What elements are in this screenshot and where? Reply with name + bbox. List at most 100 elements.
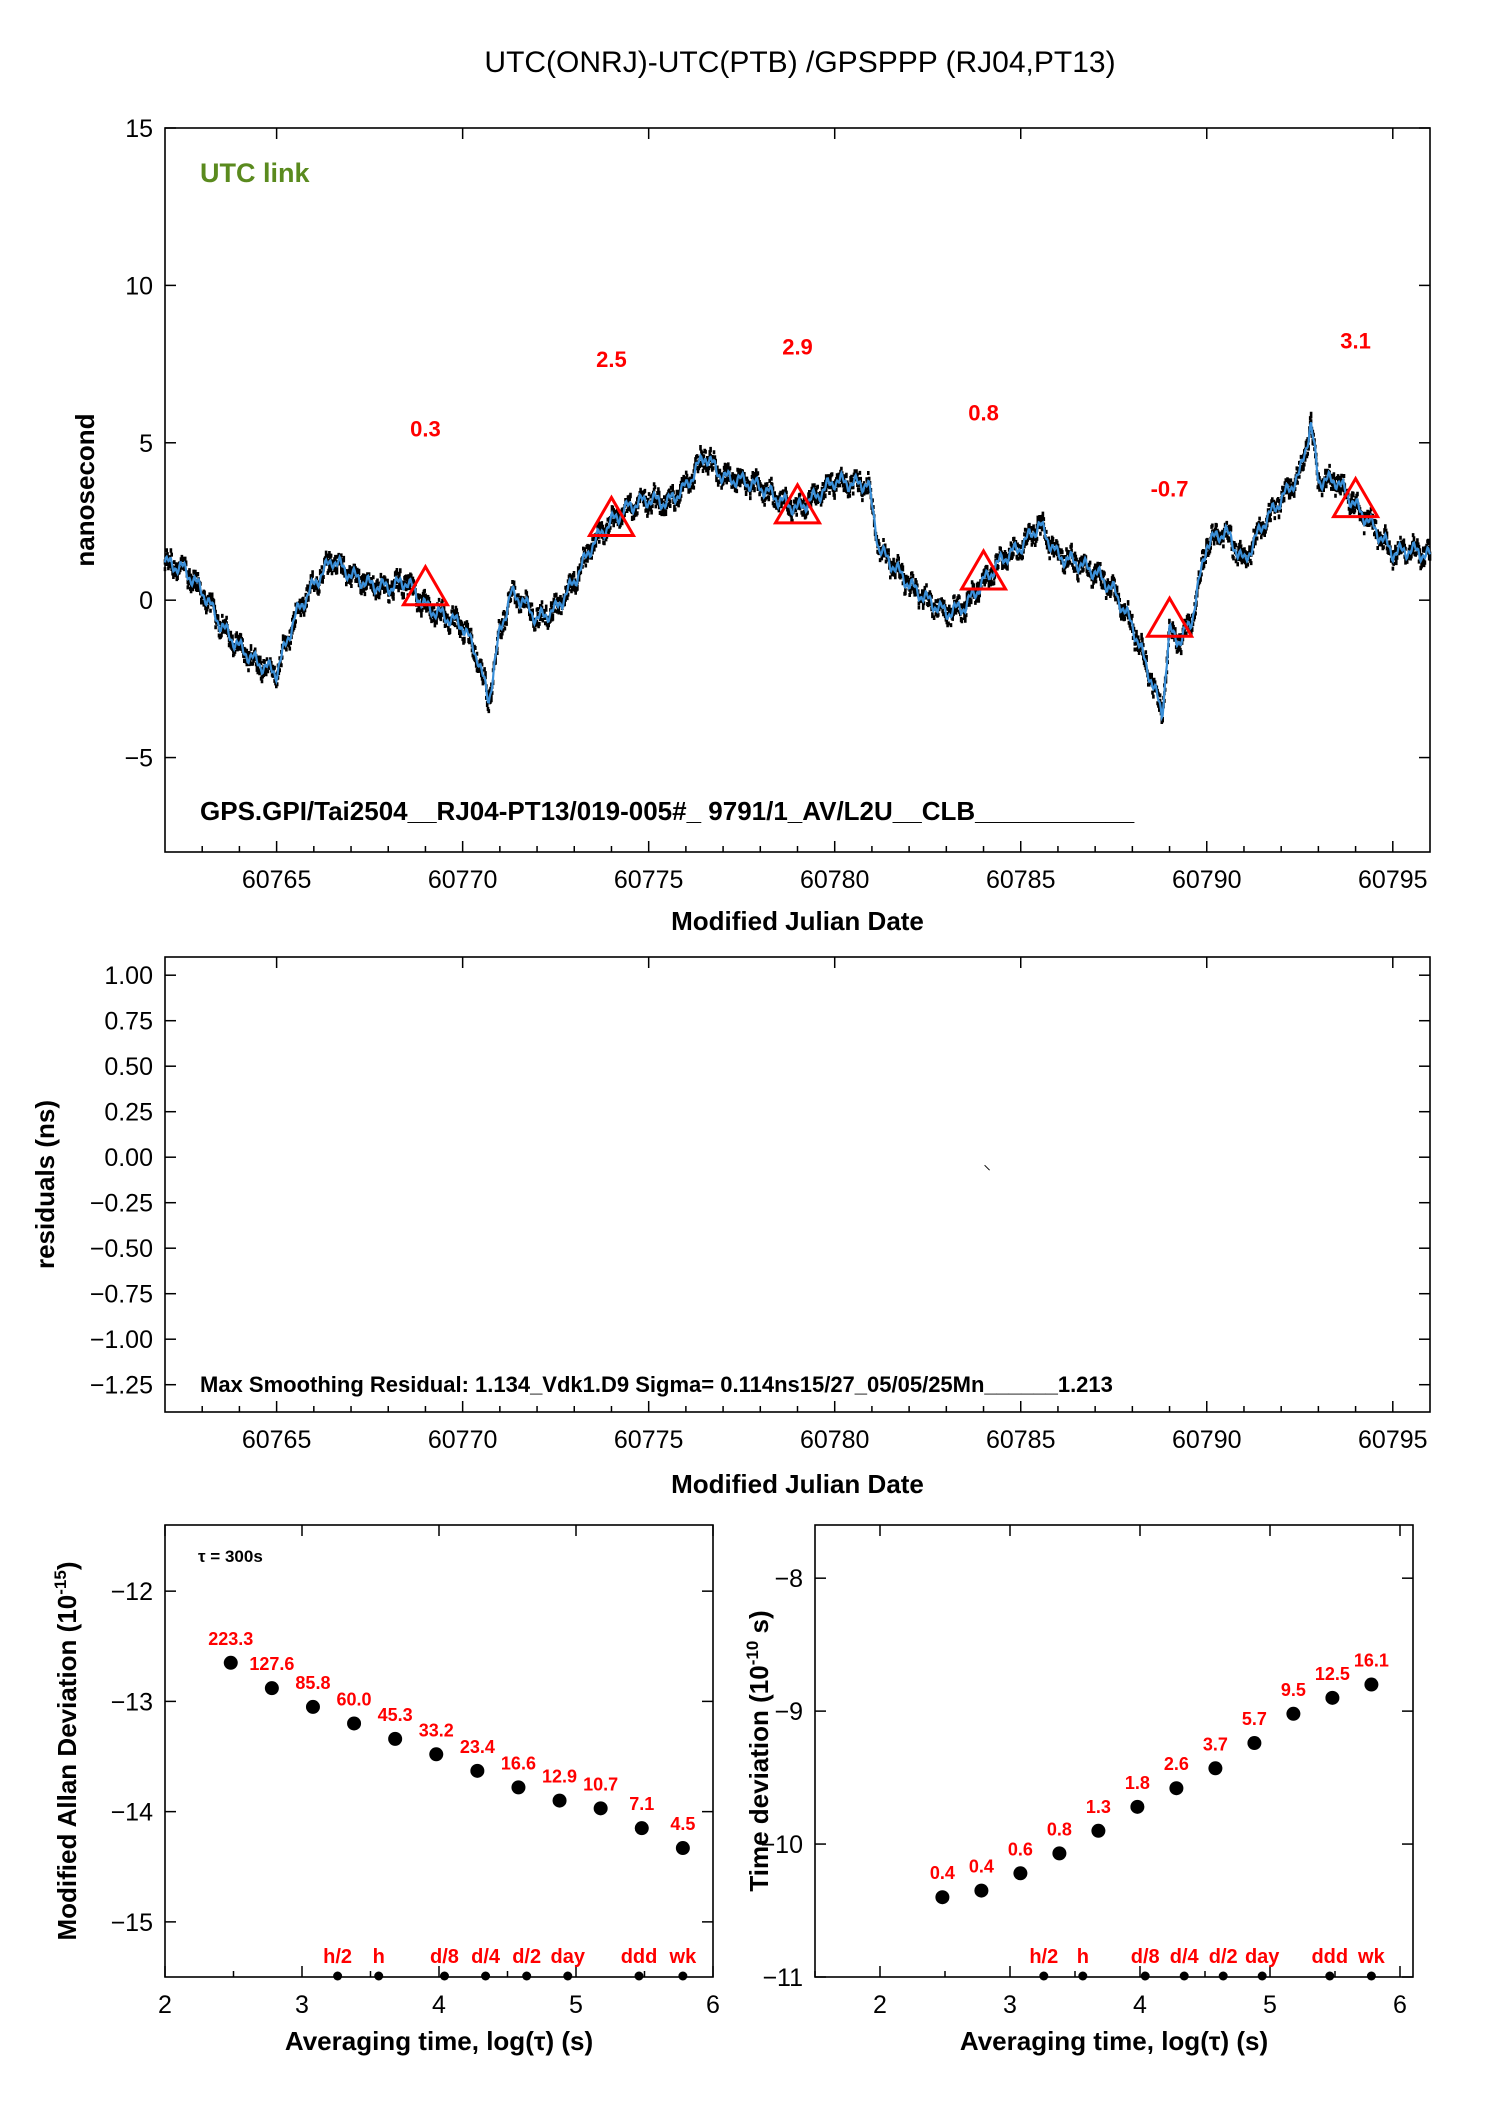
mdev-point-label: 10.7 [583, 1774, 618, 1794]
mdev-period-label: day [551, 1946, 586, 1968]
main-y-tick-label: −5 [124, 745, 153, 773]
tdev-period-marker [1078, 1971, 1088, 1981]
mdev-point [429, 1747, 444, 1762]
tdev-period-label: d/2 [1209, 1946, 1238, 1968]
residuals-y-tick-label: −1.25 [90, 1372, 153, 1400]
tdev-x-axis-label: Averaging time, log(τ) (s) [960, 2026, 1268, 2056]
residuals-x-axis-label: Modified Julian Date [671, 1469, 924, 1499]
main-x-tick-label: 60765 [242, 866, 312, 894]
residuals-annotation: Max Smoothing Residual: 1.134_Vdk1.D9 Si… [200, 1372, 1113, 1397]
mdev-y-tick-label: −15 [111, 1909, 153, 1937]
calibration-label: 2.5 [596, 347, 627, 372]
tdev-point [1052, 1846, 1067, 1861]
calibration-label: 0.3 [410, 416, 441, 441]
tdev-point-label: 5.7 [1242, 1709, 1267, 1729]
mdev-y-axis-label: Modified Allan Deviation (10-15) [51, 1562, 82, 1941]
tdev-period-label: d/8 [1131, 1946, 1160, 1968]
tdev-period-label: wk [1357, 1946, 1386, 1968]
mdev-point [264, 1681, 279, 1696]
utc-link-label: UTC link [200, 158, 310, 188]
mdev-period-label: d/2 [512, 1946, 541, 1968]
mdev-x-tick-label: 5 [569, 1991, 583, 2019]
tdev-point [1325, 1690, 1340, 1705]
main-x-axis-label: Modified Julian Date [671, 906, 924, 936]
mdev-x-tick-label: 2 [158, 1991, 172, 2019]
mdev-x-tick-label: 4 [432, 1991, 446, 2019]
calibration-label: 0.8 [968, 401, 999, 426]
calibration-label: -0.7 [1151, 476, 1189, 501]
mdev-point [593, 1801, 608, 1816]
mdev-point [511, 1780, 526, 1795]
residuals-x-tick-label: 60790 [1172, 1426, 1242, 1454]
tdev-y-tick-label: −11 [762, 1964, 803, 1992]
main-y-tick-label: 10 [125, 272, 153, 300]
residuals-x-tick-label: 60770 [428, 1426, 498, 1454]
mdev-point-label: 16.6 [501, 1753, 536, 1773]
tdev-frame [814, 1524, 1414, 1978]
mdev-point-label: 85.8 [295, 1673, 330, 1693]
residuals-y-tick-label: 0.25 [104, 1099, 153, 1127]
calibration-label: 2.9 [782, 335, 813, 360]
calibration-label: 3.1 [1340, 328, 1371, 353]
main-plot: UTC link nanosecond Modified Julian Date… [70, 115, 1432, 936]
tdev-point-label: 0.4 [969, 1857, 994, 1877]
residuals-y-tick-label: −0.75 [90, 1281, 153, 1309]
tdev-y-tick-label: −9 [774, 1698, 803, 1726]
tdev-period-marker [1179, 1971, 1189, 1981]
tdev-period-marker [1218, 1971, 1228, 1981]
tdev-period-label: h/2 [1029, 1946, 1058, 1968]
main-smoothed-line [163, 421, 1432, 722]
tdev-point-label: 9.5 [1281, 1680, 1306, 1700]
main-y-tick-label: 15 [125, 115, 153, 143]
residuals-x-tick-label: 60765 [242, 1426, 312, 1454]
mdev-period-marker [439, 1971, 449, 1981]
residuals-y-tick-label: 0.00 [104, 1144, 153, 1172]
tdev-period-label: day [1245, 1946, 1280, 1968]
mdev-period-marker [563, 1971, 573, 1981]
mdev-period-label: wk [669, 1946, 698, 1968]
mdev-point [470, 1763, 485, 1778]
mdev-y-tick-label: −13 [111, 1688, 153, 1716]
mdev-period-marker [678, 1971, 688, 1981]
tdev-period-marker [1366, 1971, 1376, 1981]
mdev-point-label: 60.0 [337, 1689, 372, 1709]
mdev-period-label: h [373, 1946, 385, 1968]
tdev-point [1013, 1866, 1028, 1881]
residuals-y-axis-label: residuals (ns) [30, 1100, 60, 1269]
tdev-period-label: ddd [1311, 1946, 1348, 1968]
mdev-x-tick-label: 6 [706, 1991, 720, 2019]
tdev-period-marker [1257, 1971, 1267, 1981]
tdev-point-label: 16.1 [1354, 1651, 1389, 1671]
tdev-point-label: 0.8 [1047, 1819, 1072, 1839]
main-x-tick-label: 60775 [614, 866, 684, 894]
residuals-x-tick-label: 60795 [1358, 1426, 1428, 1454]
mdev-plot: τ = 300s Averaging time, log(τ) (s) Modi… [51, 1524, 720, 2056]
mdev-point [675, 1841, 690, 1856]
mdev-x-axis-label: Averaging time, log(τ) (s) [285, 2026, 593, 2056]
tdev-point [1364, 1677, 1379, 1692]
mdev-point [388, 1731, 403, 1746]
residuals-x-tick-label: 60780 [800, 1426, 870, 1454]
mdev-point [634, 1821, 649, 1836]
mdev-period-label: h/2 [323, 1946, 352, 1968]
tdev-x-tick-label: 5 [1263, 1991, 1277, 2019]
residuals-y-tick-label: −0.25 [90, 1190, 153, 1218]
calibration-marker [586, 494, 637, 537]
mdev-period-label: d/4 [471, 1946, 501, 1968]
tdev-x-tick-label: 3 [1003, 1991, 1017, 2019]
main-y-tick-label: 5 [139, 430, 153, 458]
tdev-point [1091, 1823, 1106, 1838]
tdev-period-marker [1039, 1971, 1049, 1981]
mdev-y-tick-label: −12 [111, 1578, 153, 1606]
residuals-y-tick-label: −0.50 [90, 1235, 153, 1263]
mdev-point [223, 1655, 238, 1670]
tdev-period-label: d/4 [1170, 1946, 1200, 1968]
mdev-point-label: 4.5 [670, 1814, 695, 1834]
tdev-point [1286, 1706, 1301, 1721]
mdev-period-marker [634, 1971, 644, 1981]
calibration-marker [400, 563, 451, 607]
mdev-period-marker [481, 1971, 491, 1981]
residuals-y-tick-label: 0.75 [104, 1008, 153, 1036]
mdev-point-label: 45.3 [378, 1705, 413, 1725]
tdev-y-tick-label: −10 [761, 1831, 803, 1859]
